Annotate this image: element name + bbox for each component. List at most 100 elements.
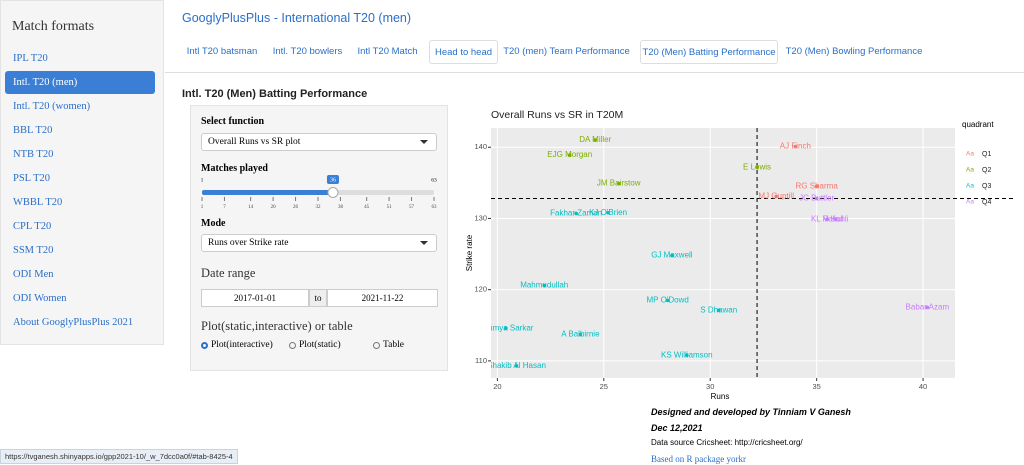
slider-max: 63 — [431, 177, 437, 183]
point — [814, 196, 819, 201]
sidebar-item[interactable]: Intl. T20 (women) — [13, 101, 91, 112]
sidebar-item[interactable]: Intl. T20 (men) — [5, 71, 155, 94]
slider-tick-label: 7 — [223, 205, 226, 210]
slider-tick-label: 20 — [271, 205, 277, 210]
divider — [165, 72, 1024, 73]
legend-key: Aa — [966, 183, 974, 190]
slider-min: 1 — [201, 177, 204, 183]
slider-tick-label: 57 — [409, 205, 415, 210]
point — [574, 211, 578, 216]
function-label: Select function — [201, 116, 265, 127]
point — [542, 283, 547, 288]
sidebar-item[interactable]: NTB T20 — [13, 149, 54, 160]
tab[interactable]: T20 (Men) Bowling Performance — [785, 46, 923, 57]
app-title[interactable]: GooglyPlusPlus - International T20 (men) — [182, 11, 412, 25]
credit: Designed and developed by Tinniam V Gane… — [651, 407, 851, 417]
sidebar-item[interactable]: BBL T20 — [13, 125, 53, 136]
tab[interactable]: Intl T20 batsman — [186, 46, 258, 57]
sidebar-item[interactable]: WBBL T20 — [13, 197, 63, 208]
point — [825, 217, 830, 221]
radio-button[interactable] — [201, 342, 208, 349]
slider-tick-label: 38 — [338, 205, 344, 210]
output-label: Plot(static,interactive) or table — [201, 319, 353, 333]
tab[interactable]: Intl T20 Match — [357, 46, 418, 57]
x-tick-label: 35 — [812, 382, 820, 391]
section-title: Intl. T20 (Men) Batting Performance — [182, 88, 368, 100]
sidebar: Match formats IPL T20 Intl. T20 (men) Intl… — [0, 0, 164, 345]
chart-title: Overall Runs vs SR in T20M — [491, 109, 623, 121]
mode-select[interactable]: Runs over Strike rate — [201, 234, 437, 252]
legend-label: Q1 — [982, 151, 991, 158]
point-label: DA Miller — [579, 135, 611, 144]
point-label: KJ O'Brien — [589, 208, 627, 217]
point-label: EJG Morgan — [547, 150, 592, 159]
point — [606, 210, 610, 215]
point — [670, 253, 674, 258]
slider-tick-label: 1 — [201, 205, 204, 210]
point-label: E Lewis — [743, 162, 771, 171]
form-panel: Select function Overall Runs vs SR plot … — [190, 105, 448, 371]
slider-tick-label: 45 — [364, 205, 370, 210]
sidebar-item[interactable]: ODI Men — [13, 269, 54, 280]
function-select[interactable]: Overall Runs vs SR plot — [201, 133, 437, 151]
legend-key: Aa — [966, 151, 974, 158]
date-to[interactable]: 2021-11-22 — [327, 289, 438, 307]
legend-label: Q3 — [982, 183, 991, 190]
legend-title: quadrant — [962, 120, 994, 129]
plot-panel — [491, 128, 955, 378]
slider-tick-label: 63 — [432, 205, 438, 210]
point — [814, 184, 819, 189]
tab[interactable]: T20 (Men) Batting Performance — [640, 40, 778, 64]
slider-tick-label: 51 — [387, 205, 393, 210]
sidebar-item[interactable]: SSM T20 — [13, 245, 54, 256]
sidebar-item[interactable]: ODI Women — [13, 293, 67, 304]
point-label: AJ Finch — [780, 142, 811, 151]
tab[interactable]: Head to head — [429, 40, 498, 64]
legend-key: Aa — [966, 167, 974, 174]
sidebar-item[interactable]: CPL T20 — [13, 221, 52, 232]
legend-key: Aa — [966, 199, 974, 206]
legend-label: Q2 — [982, 167, 991, 174]
point-label: V Kohli — [823, 214, 849, 223]
slider-fill — [202, 190, 333, 195]
sidebar-item[interactable]: About GooglyPlusPlus 2021 — [13, 317, 134, 328]
point-label: KS Williamson — [661, 350, 713, 359]
point-label: RG Sharma — [796, 182, 839, 191]
x-axis-label: Runs — [711, 392, 730, 401]
y-tick-label: 140 — [474, 142, 487, 151]
point-label: Soumya Sarkar — [478, 323, 533, 332]
status-bar: https://tvganesh.shinyapps.io/gpp2021-10… — [0, 449, 238, 464]
point-label: Babar Azam — [906, 303, 950, 312]
slider-tick-label: 26 — [293, 205, 299, 210]
point-label: Mahmudullah — [520, 281, 568, 290]
point-label: MJ Guptill — [758, 191, 794, 200]
point-label: Fakhar Zaman — [550, 209, 602, 218]
point — [665, 298, 670, 303]
slider[interactable]: 36 1 63 1 7 14 20 26 32 38 45 51 57 63 — [191, 174, 449, 216]
point — [567, 153, 572, 157]
date-from[interactable]: 2017-01-01 — [201, 289, 309, 307]
legend-label: Q4 — [982, 199, 991, 206]
point-label: JM Bairstow — [597, 179, 641, 188]
tab[interactable]: T20 (men) Team Performance — [503, 46, 630, 57]
radio-label[interactable]: Table — [383, 340, 404, 350]
slider-handle[interactable] — [327, 187, 339, 198]
radio-button[interactable] — [289, 342, 296, 349]
point — [504, 326, 508, 330]
point-label: S Dhawan — [700, 305, 737, 314]
yorkr-link[interactable]: Based on R package yorkr — [651, 454, 746, 464]
sidebar-item[interactable]: PSL T20 — [13, 173, 51, 184]
radio-button[interactable] — [373, 342, 380, 349]
point-label: A Balbirnie — [561, 330, 600, 339]
tab[interactable]: Intl. T20 bowlers — [272, 46, 343, 57]
radio-label[interactable]: Plot(static) — [299, 340, 341, 350]
sidebar-item[interactable]: IPL T20 — [13, 53, 48, 64]
mode-label: Mode — [201, 218, 226, 229]
data-source: Data source Cricsheet: http://cricsheet.… — [651, 438, 803, 447]
slider-value-bg — [326, 175, 339, 184]
radio-group: Plot(interactive) Plot(static) Table — [201, 340, 441, 354]
point-label: MP O'Dowd — [647, 295, 689, 304]
radio-label[interactable]: Plot(interactive) — [211, 340, 273, 350]
